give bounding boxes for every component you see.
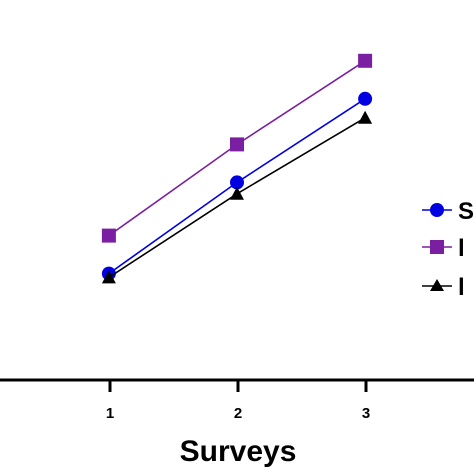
- x-tick-label-1: 1: [106, 405, 114, 422]
- series-3-point-1: [101, 270, 116, 284]
- legend-item-2: l: [422, 235, 465, 262]
- series-1-point-3: [358, 91, 373, 106]
- legend-item-3: l: [422, 274, 465, 301]
- x-tick-label-2: 2: [234, 405, 242, 422]
- series-2-point-2: [230, 137, 244, 152]
- legend-marker-square: [430, 240, 444, 254]
- legend-label-2: l: [458, 235, 465, 262]
- x-axis-title: Surveys: [180, 435, 297, 468]
- series-layer: [101, 53, 373, 284]
- legend: S l l: [422, 198, 474, 301]
- series-2-point-3: [358, 53, 373, 68]
- series-3-point-3: [358, 110, 373, 124]
- legend-label-1: S: [458, 198, 474, 225]
- series-3-point-2: [230, 186, 244, 200]
- legend-marker-triangle: [430, 279, 444, 291]
- series-2-point-1: [101, 228, 116, 243]
- series-1-point-2: [230, 175, 244, 190]
- x-tick-label-3: 3: [362, 405, 370, 422]
- legend-label-3: l: [458, 274, 465, 301]
- legend-marker-circle: [430, 203, 444, 217]
- legend-item-1: S: [422, 198, 474, 225]
